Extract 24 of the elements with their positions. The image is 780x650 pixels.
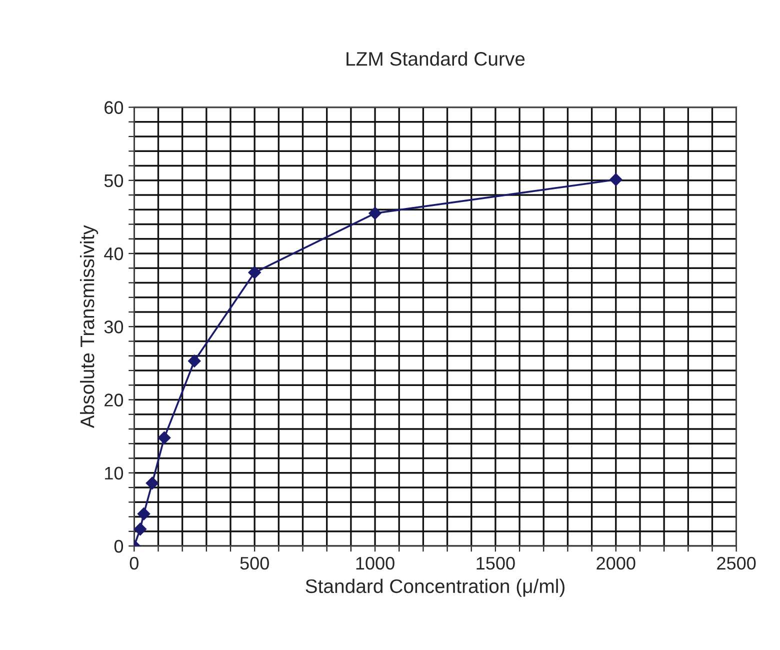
y-tick-label: 60 [104, 101, 124, 114]
y-tick-label: 50 [104, 174, 124, 188]
y-tick-label: 30 [104, 320, 124, 334]
point [188, 354, 201, 368]
x-axis-title: Standard Concentration (μ/ml) [306, 578, 564, 597]
point [137, 507, 150, 520]
point [158, 431, 171, 444]
x-tick-label: 500 [240, 556, 269, 570]
point [248, 266, 262, 279]
x-tick-label: 1000 [356, 556, 394, 570]
y-tick-label: 20 [104, 394, 124, 406]
chart-title: LZM Standard Curve [346, 51, 525, 66]
x-tick-label: 0 [130, 556, 138, 570]
y-tick-label: 40 [104, 247, 124, 260]
x-tick-label: 1500 [476, 556, 515, 570]
point [368, 206, 382, 220]
point [146, 476, 159, 490]
y-tick-label: 10 [105, 466, 124, 480]
point [134, 522, 147, 536]
y-tick-label: 0 [114, 540, 124, 553]
y-axis-title: Absolute Transmissivity [80, 225, 98, 428]
x-tick-label: 2500 [717, 556, 756, 570]
x-tick-label: 2000 [596, 556, 636, 570]
point [609, 173, 622, 186]
